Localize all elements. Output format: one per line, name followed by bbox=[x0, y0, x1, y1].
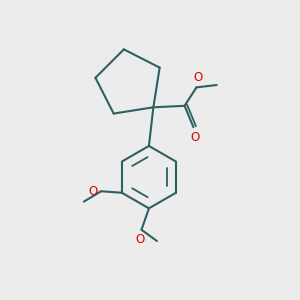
Text: O: O bbox=[135, 233, 144, 246]
Text: O: O bbox=[193, 71, 202, 84]
Text: O: O bbox=[190, 131, 200, 144]
Text: O: O bbox=[88, 185, 97, 198]
